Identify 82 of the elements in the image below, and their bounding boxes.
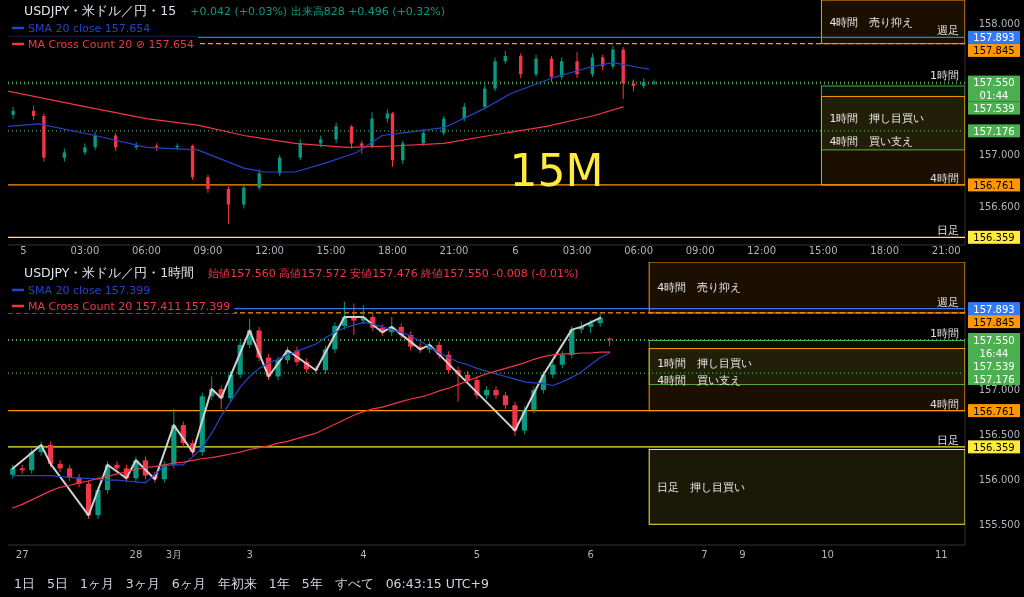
x-tick-label: 6 bbox=[512, 245, 519, 256]
band-label: 4時間 買い支え bbox=[829, 134, 914, 148]
ref-line-label: 157.550 16:44 bbox=[973, 334, 1015, 359]
ref-line-label: 157.845 bbox=[973, 45, 1015, 57]
band-label: 4時間 買い支え bbox=[657, 373, 742, 387]
text: 年初来 bbox=[217, 576, 257, 591]
text: 3ヶ月 bbox=[125, 576, 160, 591]
annotation: 日足 bbox=[937, 224, 959, 238]
x-tick-label: 18:00 bbox=[870, 245, 900, 256]
legend-label: MA Cross Count 20 157.411 157.399 bbox=[28, 300, 231, 313]
ref-line-label: 157.893 bbox=[973, 32, 1015, 44]
text: +0.042 (+0.03%) 出来高828 +0.496 (+0.32%) bbox=[190, 5, 446, 18]
x-tick-label: 5 bbox=[20, 245, 27, 256]
ref-line-label: 157.176 bbox=[973, 373, 1015, 385]
x-tick-label: 15:00 bbox=[316, 245, 346, 256]
x-tick-label: 21:00 bbox=[439, 245, 469, 256]
x-tick-label: 9 bbox=[739, 549, 746, 560]
x-tick-label: 15:00 bbox=[808, 245, 838, 256]
x-tick-label: 11 bbox=[934, 549, 948, 560]
x-tick-label: 3月 bbox=[165, 549, 182, 560]
x-tick-label: 06:00 bbox=[624, 245, 654, 256]
x-tick-label: 3 bbox=[246, 549, 253, 560]
annotation: 日足 bbox=[937, 433, 959, 447]
annotation: 15M bbox=[509, 145, 604, 197]
ref-line-label: 157.550 01:44 bbox=[973, 77, 1015, 102]
y-tick-label: 158.000 bbox=[978, 18, 1020, 30]
ref-line-label: 157.539 bbox=[973, 360, 1015, 372]
text: 5年 bbox=[301, 576, 323, 591]
x-tick-label: 03:00 bbox=[562, 245, 592, 256]
x-tick-label: 4 bbox=[360, 549, 367, 560]
annotation: 1時間 bbox=[930, 69, 959, 83]
x-tick-label: 09:00 bbox=[685, 245, 715, 256]
y-tick-label: 157.000 bbox=[978, 384, 1020, 396]
ref-line-label: 157.845 bbox=[973, 316, 1015, 328]
x-tick-label: 12:00 bbox=[255, 245, 284, 256]
ref-line-label: 156.761 bbox=[973, 179, 1015, 191]
band-label: 日足 押し目買い bbox=[657, 480, 746, 494]
band-label: 4時間 売り抑え bbox=[657, 281, 742, 295]
text: 1日 bbox=[14, 576, 35, 591]
text: 1ヶ月 bbox=[79, 576, 114, 591]
ref-line-label: 156.359 bbox=[973, 441, 1015, 453]
text: 5日 bbox=[46, 576, 68, 591]
x-tick-label: 7 bbox=[701, 549, 708, 560]
ref-line-label: 157.893 bbox=[973, 303, 1015, 315]
x-tick-label: 6 bbox=[587, 549, 594, 560]
annotation: 週足 bbox=[937, 24, 959, 38]
x-tick-label: 03:00 bbox=[70, 245, 100, 256]
annotation: 4時間 bbox=[930, 171, 959, 185]
legend-label: SMA 20 close 157.399 bbox=[28, 284, 151, 297]
x-tick-label: 27 bbox=[15, 549, 29, 560]
x-tick-label: 18:00 bbox=[378, 245, 407, 256]
band-label: 1時間 押し目買い bbox=[829, 111, 925, 125]
x-tick-label: 5 bbox=[473, 549, 481, 560]
band-label: 1時間 押し目買い bbox=[657, 356, 753, 370]
x-tick-label: 28 bbox=[129, 549, 143, 560]
annotation: 1時間 bbox=[930, 326, 959, 340]
ref-line-label: 157.539 bbox=[973, 103, 1015, 115]
x-tick-label: 10 bbox=[821, 549, 834, 560]
ref-line-label: 156.761 bbox=[973, 405, 1015, 417]
chart-title: USDJPY・米ドル／円・1時間 bbox=[24, 265, 195, 280]
y-tick-label: 156.000 bbox=[978, 474, 1020, 486]
annotation: 4時間 bbox=[930, 397, 959, 411]
y-tick-label: 157.000 bbox=[978, 148, 1020, 160]
text: 6ヶ月 bbox=[171, 576, 206, 591]
legend-label: SMA 20 close 157.654 bbox=[28, 22, 151, 35]
legend-label: MA Cross Count 20 ⊘ 157.654 bbox=[28, 38, 195, 51]
text: 始値157.560 高値157.572 安値157.476 終値157.550 -0.008 (-0.01%) bbox=[208, 267, 579, 280]
x-tick-label: 12:00 bbox=[747, 245, 777, 256]
text: 1年 bbox=[268, 576, 290, 591]
band-label: 4時間 売り抑え bbox=[829, 15, 914, 29]
text: すべて bbox=[334, 576, 374, 591]
text: 06:43:15 UTC+9 bbox=[385, 576, 490, 591]
ref-line-label: 156.359 bbox=[973, 232, 1015, 244]
chart-title: USDJPY・米ドル／円・15 bbox=[24, 3, 177, 18]
annotation: 週足 bbox=[937, 295, 959, 309]
x-tick-label: 09:00 bbox=[193, 245, 223, 256]
x-tick-label: 06:00 bbox=[132, 245, 161, 256]
ref-line-label: 157.176 bbox=[973, 125, 1015, 137]
y-tick-label: 156.600 bbox=[978, 200, 1020, 212]
x-tick-label: 21:00 bbox=[931, 245, 961, 256]
y-tick-label: 156.500 bbox=[978, 429, 1020, 441]
y-tick-label: 155.500 bbox=[978, 519, 1020, 531]
